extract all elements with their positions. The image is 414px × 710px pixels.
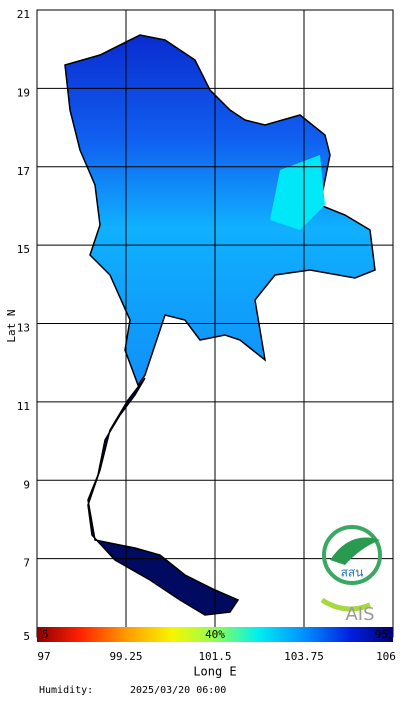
y-tick-label: 7 <box>23 557 30 570</box>
central-north-region <box>64 34 376 387</box>
colorbar-label: 40% <box>205 628 225 641</box>
y-tick-label: 9 <box>23 478 30 491</box>
logo-text: AIS <box>345 604 374 625</box>
y-tick-label: 11 <box>17 400 30 413</box>
x-tick-label: 103.75 <box>284 650 324 663</box>
y-tick-label: 15 <box>17 243 30 256</box>
y-tick-label: 19 <box>17 86 30 99</box>
y-tick-label: 13 <box>17 322 30 335</box>
x-tick-label: 101.5 <box>198 650 231 663</box>
colorbar-label: 95 <box>375 628 388 641</box>
timestamp: 2025/03/20 06:00 <box>130 685 226 696</box>
x-tick-label: 97 <box>37 650 50 663</box>
x-axis-label: Long E <box>193 665 236 679</box>
logo-ring <box>322 525 382 585</box>
logo: สสน AIS <box>320 525 382 625</box>
colorbar <box>37 627 393 642</box>
colorbar-label: 5 <box>42 628 49 641</box>
y-tick-label: 5 <box>23 630 30 643</box>
x-tick-label: 99.25 <box>109 650 142 663</box>
logo-text: สสน <box>341 566 364 580</box>
east-humid-patch <box>270 155 325 230</box>
y-tick-label: 21 <box>17 8 30 21</box>
x-tick-label: 106 <box>376 650 396 663</box>
land <box>64 34 376 616</box>
y-axis-label: Lat N <box>5 309 18 342</box>
logo-leaf <box>330 537 380 565</box>
logo-swoosh <box>320 597 371 612</box>
y-tick-label: 17 <box>17 165 30 178</box>
variable-label: Humidity: <box>39 685 93 696</box>
